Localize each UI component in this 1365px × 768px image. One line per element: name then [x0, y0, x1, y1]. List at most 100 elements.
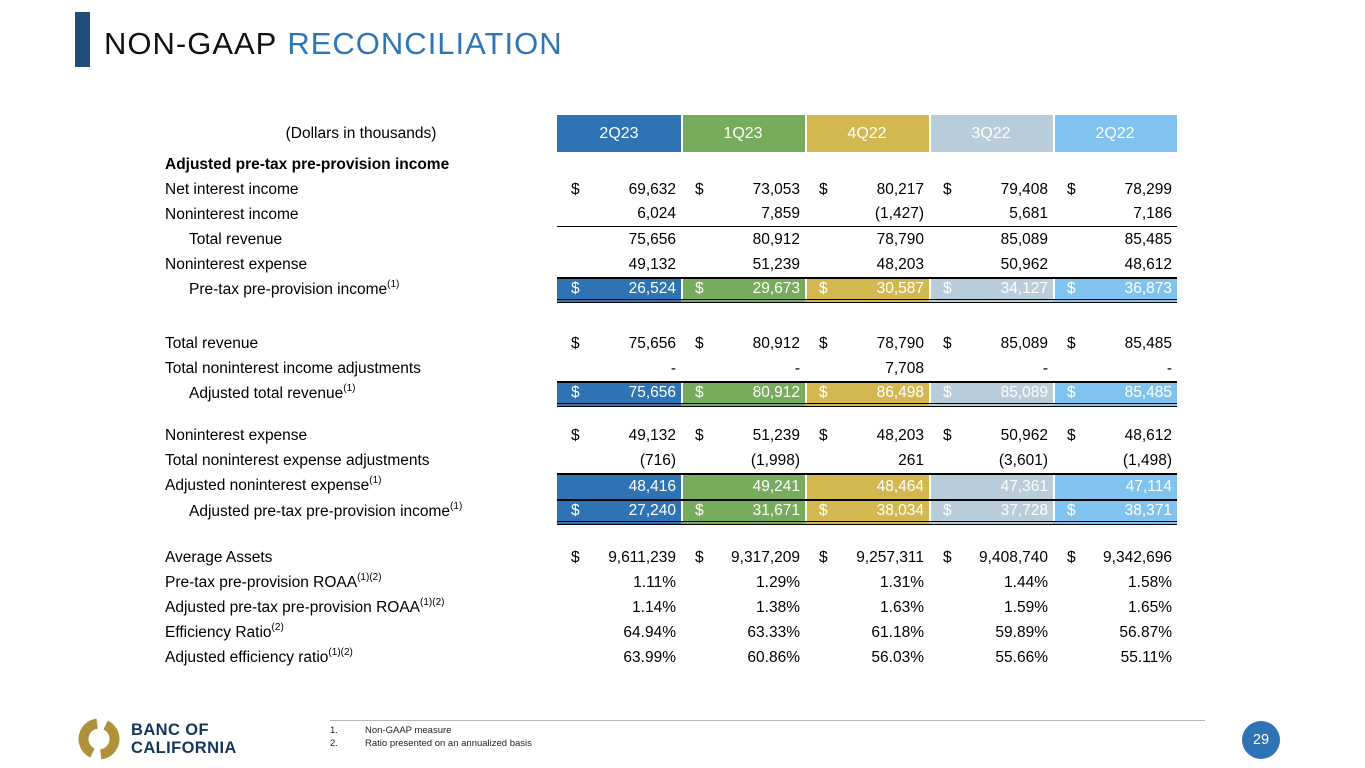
value-cell-2q22: $38,371 [1053, 499, 1177, 525]
currency-symbol: $ [571, 334, 580, 352]
value-cell-4q22: $9,257,311 [805, 545, 929, 570]
currency-symbol: $ [695, 384, 704, 401]
value-cell-3q22: (3,601) [929, 448, 1053, 473]
value-cell-4q22: $30,587 [805, 277, 929, 303]
value-cell-4q22: $48,203 [805, 423, 929, 448]
value-cell-2q22: $36,873 [1053, 277, 1177, 303]
column-header-2q23: 2Q23 [557, 115, 681, 152]
currency-symbol: $ [943, 384, 952, 401]
row-label: Noninterest income [165, 205, 299, 223]
value-cell-2q23: 48,416 [557, 473, 681, 499]
value-cell-2q23: 1.14% [557, 595, 681, 620]
currency-symbol: $ [819, 180, 828, 198]
cell-value: - [794, 359, 800, 377]
row-label: Total noninterest income adjustments [165, 359, 421, 377]
cell-value: 85,485 [1124, 384, 1172, 401]
cell-value: 59.89% [995, 623, 1048, 641]
column-header-4q22: 4Q22 [805, 115, 929, 152]
cell-value: 80,912 [752, 384, 800, 401]
value-cell-3q22: - [929, 356, 1053, 381]
currency-symbol: $ [819, 384, 828, 401]
value-cell-2q23: 64.94% [557, 620, 681, 645]
cell-value: - [670, 359, 676, 377]
footnote-2-number: 2. [330, 737, 338, 749]
cell-value: 1.65% [1128, 598, 1172, 616]
table-row: Total noninterest income adjustments - - 7,… [165, 356, 1177, 381]
value-cell-1q23: $31,671 [681, 499, 805, 525]
footnote-1: 1. Non-GAAP measure [330, 725, 532, 738]
value-cell-1q23: 1.38% [681, 595, 805, 620]
page-title-black: NON-GAAP [104, 26, 278, 61]
currency-symbol: $ [819, 548, 828, 566]
row-label: Adjusted noninterest expense (1) [165, 475, 382, 495]
currency-symbol: $ [819, 426, 828, 444]
cell-value: 61.18% [871, 623, 924, 641]
cell-value: 51,239 [752, 255, 800, 273]
value-cell-2q23: $26,524 [557, 277, 681, 303]
logo-line-1: BANC OF [131, 721, 209, 739]
cell-value: 55.66% [995, 648, 1048, 666]
value-cell-2q22: - [1053, 356, 1177, 381]
cell-value: 36,873 [1124, 280, 1172, 297]
column-header-2q22: 2Q22 [1053, 115, 1177, 152]
logo-line-2: CALIFORNIA [131, 739, 237, 757]
currency-symbol: $ [695, 502, 704, 519]
cell-value: 1.44% [1004, 573, 1048, 591]
value-cell-4q22: $86,498 [805, 381, 929, 407]
cell-value: - [1042, 359, 1048, 377]
value-cell-3q22: $37,728 [929, 499, 1053, 525]
cell-value: 1.29% [756, 573, 800, 591]
currency-symbol: $ [571, 502, 580, 519]
cell-value: 6,024 [637, 205, 676, 222]
cell-value: 26,524 [628, 280, 676, 297]
page-title-blue: RECONCILIATION [287, 26, 563, 61]
value-cell-1q23: $80,912 [681, 331, 805, 356]
value-cell-2q22: 47,114 [1053, 473, 1177, 499]
cell-value: 50,962 [1000, 426, 1048, 444]
value-cell-1q23: $73,053 [681, 177, 805, 202]
reconciliation-table: (Dollars in thousands) 2Q23 1Q23 4Q22 3Q22 2… [165, 115, 1177, 670]
value-cell-4q22: 48,464 [805, 473, 929, 499]
cell-value: 79,408 [1000, 180, 1048, 198]
cell-value: 9,611,239 [608, 548, 676, 566]
footnotes: 1. Non-GAAP measure 2. Ratio presented o… [330, 725, 532, 750]
value-cell-2q23: $75,656 [557, 331, 681, 356]
value-cell-3q22: 5,681 [929, 202, 1053, 227]
value-cell-2q23: 49,132 [557, 252, 681, 277]
value-cell-3q22: 1.59% [929, 595, 1053, 620]
value-cell-3q22: $34,127 [929, 277, 1053, 303]
cell-value: 48,416 [628, 478, 676, 495]
cell-value: (716) [639, 451, 676, 469]
value-cell-2q23: - [557, 356, 681, 381]
currency-symbol: $ [695, 180, 704, 198]
cell-value: 85,089 [1000, 334, 1048, 352]
value-cell-4q22: 1.63% [805, 595, 929, 620]
cell-value: 48,464 [876, 478, 924, 495]
row-label: Total revenue [165, 334, 259, 352]
table-row: Noninterest expense 49,132 51,239 48,203 50,… [165, 252, 1177, 277]
banc-of-california-ring-icon [78, 718, 120, 760]
value-cell-4q22: 61.18% [805, 620, 929, 645]
cell-value: (1,427) [874, 205, 924, 222]
table-row: Pre-tax pre-provision income (1) $26,524 $2… [165, 277, 1177, 303]
cell-value: 7,859 [761, 205, 800, 222]
cell-value: 1.11% [633, 573, 676, 591]
cell-value: 5,681 [1009, 205, 1048, 222]
cell-value: 48,203 [876, 255, 924, 273]
currency-symbol: $ [943, 502, 952, 519]
value-cell-4q22: 56.03% [805, 645, 929, 670]
cell-value: 86,498 [876, 384, 924, 401]
cell-value: 48,612 [1124, 255, 1172, 273]
cell-value: 78,790 [876, 334, 924, 352]
cell-value: 55.11% [1120, 648, 1172, 666]
value-cell-1q23: - [681, 356, 805, 381]
cell-value: 85,089 [1000, 384, 1048, 401]
value-cell-3q22: $85,089 [929, 331, 1053, 356]
page-number-badge: 29 [1242, 721, 1280, 759]
value-cell-1q23: $80,912 [681, 381, 805, 407]
value-cell-2q22: 55.11% [1053, 645, 1177, 670]
row-label: Adjusted efficiency ratio (1)(2) [165, 646, 353, 666]
value-cell-3q22: $85,089 [929, 381, 1053, 407]
value-cell-2q22: 56.87% [1053, 620, 1177, 645]
cell-value: 49,132 [628, 426, 676, 444]
